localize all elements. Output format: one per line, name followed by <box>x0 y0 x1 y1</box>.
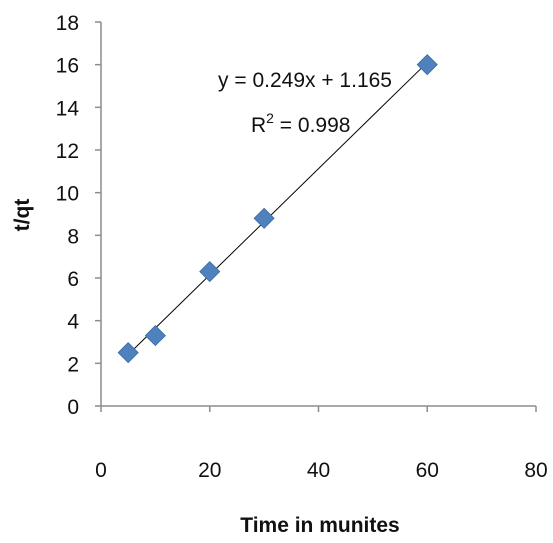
x-tick-label: 80 <box>524 459 547 482</box>
data-point <box>416 54 438 76</box>
y-tick-label: 2 <box>67 353 79 376</box>
x-axis-ticks: 0 20 40 60 80 <box>95 406 548 482</box>
y-tick-label: 16 <box>56 55 79 78</box>
trendline-equation: y = 0.249x + 1.165 <box>218 69 392 92</box>
y-axis-title: t/qt <box>11 199 34 232</box>
trendline <box>127 62 428 355</box>
y-tick-label: 18 <box>56 12 79 35</box>
data-point <box>144 325 166 347</box>
y-tick-label: 14 <box>56 97 80 120</box>
y-tick-label: 6 <box>67 268 79 291</box>
x-tick-label: 40 <box>307 459 330 482</box>
y-tick-label: 8 <box>67 225 79 248</box>
y-tick-label: 10 <box>56 183 79 206</box>
y-tick-label: 0 <box>67 396 79 419</box>
data-point <box>117 342 139 364</box>
x-tick-label: 0 <box>95 459 107 482</box>
y-tick-label: 4 <box>67 311 79 334</box>
data-points <box>117 54 438 364</box>
x-tick-label: 20 <box>198 459 221 482</box>
data-point <box>253 207 275 229</box>
y-tick-label: 12 <box>56 140 79 163</box>
data-point <box>199 261 221 283</box>
y-axis-ticks: 0 2 4 6 8 10 12 14 16 18 <box>56 12 101 419</box>
r-squared-label: R2 = 0.998 <box>251 110 350 137</box>
x-tick-label: 60 <box>416 459 439 482</box>
x-axis-title: Time in munites <box>240 514 399 537</box>
